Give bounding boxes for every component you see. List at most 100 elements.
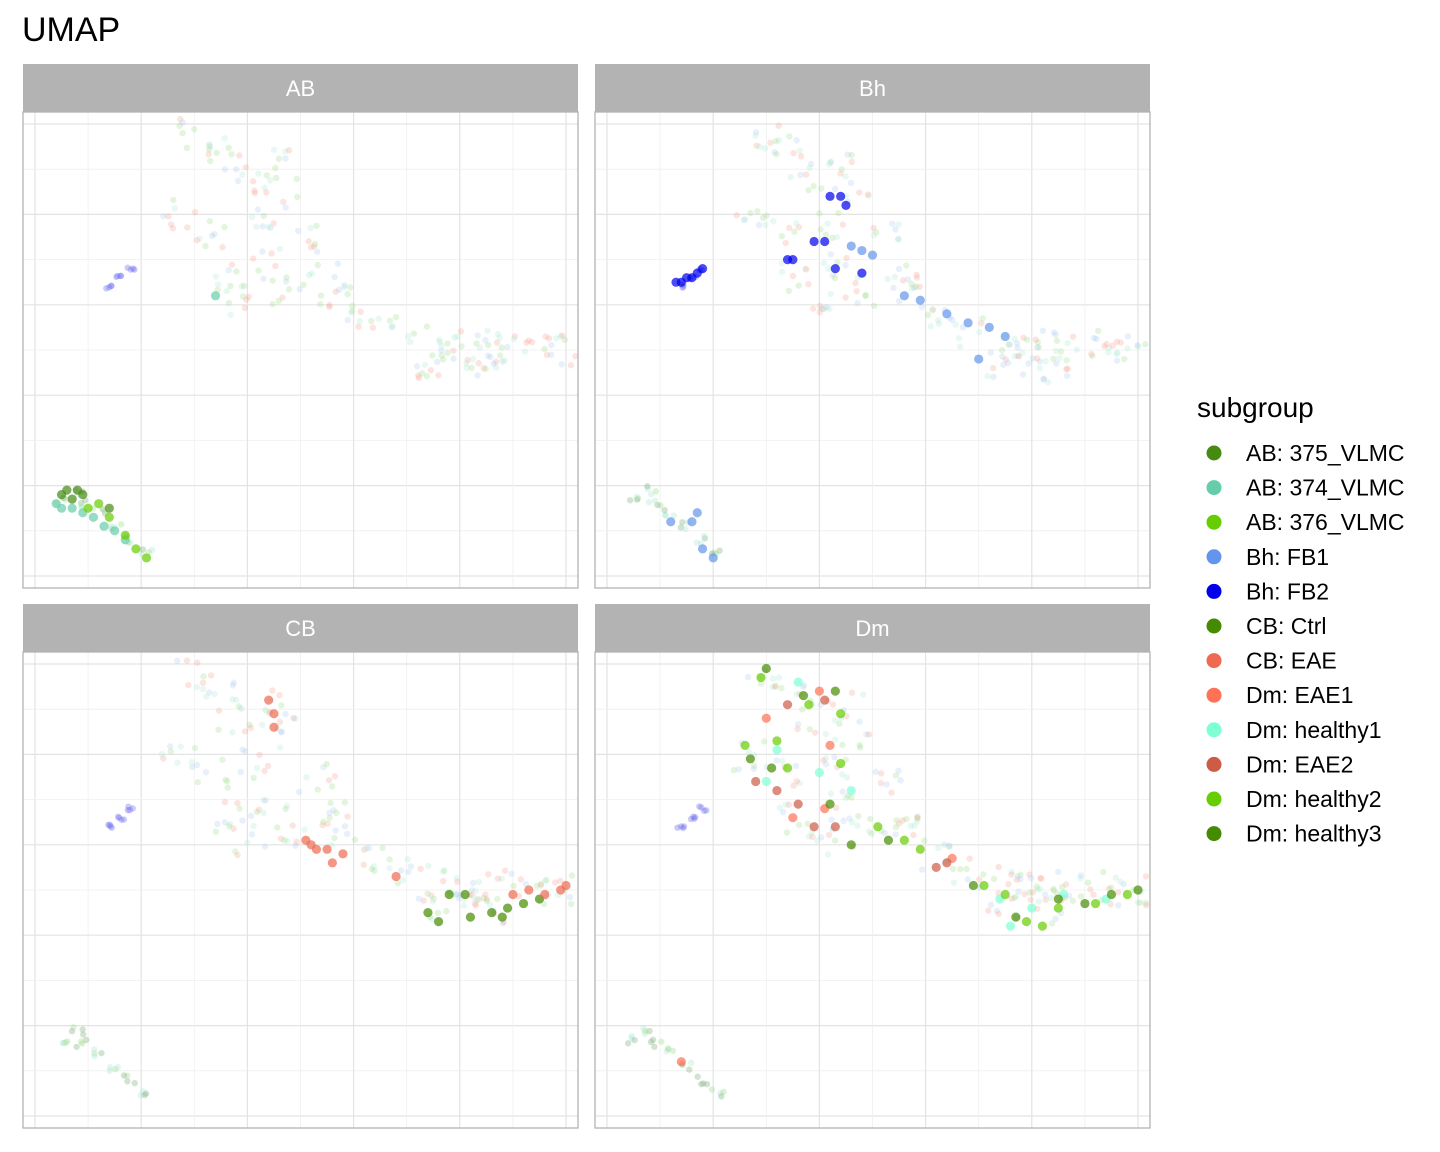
background-point <box>425 862 432 870</box>
background-point <box>517 876 524 883</box>
background-point <box>824 851 832 858</box>
background-point <box>1036 365 1044 372</box>
background-point <box>108 282 115 289</box>
data-point <box>391 871 401 882</box>
background-point <box>429 898 436 905</box>
background-point <box>124 1078 131 1085</box>
legend-item: Dm: healthy2 <box>1206 786 1382 812</box>
background-point <box>551 879 559 886</box>
background-point <box>189 763 196 771</box>
background-point <box>686 1066 693 1073</box>
background-point <box>248 213 256 221</box>
background-point <box>424 890 431 897</box>
background-point <box>474 372 481 379</box>
background-point <box>1077 872 1085 879</box>
background-point <box>998 346 1006 354</box>
data-point <box>942 309 952 319</box>
background-point <box>662 512 669 519</box>
background-point <box>388 323 395 331</box>
background-point <box>1053 360 1060 367</box>
background-point <box>785 801 792 808</box>
background-point <box>745 748 753 756</box>
legend-key <box>1206 445 1222 461</box>
background-point <box>691 815 698 822</box>
background-point <box>114 1063 121 1071</box>
background-point <box>1109 342 1117 349</box>
background-point <box>83 1036 90 1044</box>
background-point <box>779 757 786 765</box>
background-point <box>771 149 778 156</box>
background-point <box>118 521 125 528</box>
background-point <box>77 501 85 508</box>
background-point <box>796 780 803 787</box>
background-point <box>234 177 242 185</box>
background-point <box>348 307 356 315</box>
background-point <box>108 282 115 290</box>
background-point <box>265 223 272 231</box>
background-point <box>825 831 833 839</box>
background-point <box>325 777 333 784</box>
data-point <box>423 908 433 918</box>
series-ab-376-vlmc <box>83 499 152 563</box>
background-point <box>118 816 125 823</box>
background-point <box>769 683 776 691</box>
background-point <box>626 497 634 504</box>
background-point <box>846 815 853 822</box>
background-point <box>251 187 258 194</box>
background-point <box>1105 344 1113 351</box>
data-point <box>984 322 994 332</box>
background-point <box>1056 355 1063 362</box>
background-point <box>415 372 422 379</box>
background-point <box>1112 874 1119 881</box>
legend-item: Dm: EAE1 <box>1206 682 1353 708</box>
background-point <box>862 292 869 300</box>
background-point <box>1008 871 1015 878</box>
background-point <box>292 842 299 849</box>
background-point <box>106 1064 114 1071</box>
background-point <box>1000 361 1007 368</box>
data-point <box>793 799 803 809</box>
background-point <box>839 771 846 778</box>
background-point <box>179 119 186 126</box>
background-point <box>160 755 167 762</box>
data-point <box>820 236 830 247</box>
background-point <box>256 751 263 759</box>
background-point <box>290 714 297 722</box>
background-point <box>946 842 953 849</box>
legend-item: Dm: healthy3 <box>1206 821 1382 847</box>
background-point <box>224 784 231 791</box>
background-point <box>752 129 760 136</box>
background-point <box>843 774 851 781</box>
background-point <box>365 844 373 852</box>
background-point <box>839 221 847 228</box>
background-point <box>174 759 181 766</box>
data-point <box>433 917 444 927</box>
data-point <box>56 490 67 500</box>
background-point <box>652 488 660 495</box>
background-point <box>791 228 798 235</box>
background-point <box>91 1046 98 1053</box>
background-point <box>1050 887 1057 894</box>
background-point <box>870 302 878 310</box>
background-point <box>413 362 421 370</box>
background-point <box>976 328 983 336</box>
background-point <box>434 358 441 366</box>
data-point <box>210 291 221 301</box>
background-point <box>328 783 336 790</box>
background-point <box>822 730 830 738</box>
background-point <box>1042 358 1049 365</box>
background-point <box>421 361 429 369</box>
background-point <box>124 264 131 271</box>
data-point <box>1053 903 1063 913</box>
data-point <box>1122 889 1132 900</box>
background-point <box>70 1024 77 1031</box>
data-point <box>1080 898 1090 909</box>
background-point <box>282 710 289 718</box>
legend-key <box>1206 826 1222 842</box>
data-point <box>666 517 676 527</box>
background-point <box>275 297 282 305</box>
background-point <box>557 333 564 340</box>
facet-panel-ab: AB <box>22 64 579 589</box>
background-point <box>807 160 815 168</box>
